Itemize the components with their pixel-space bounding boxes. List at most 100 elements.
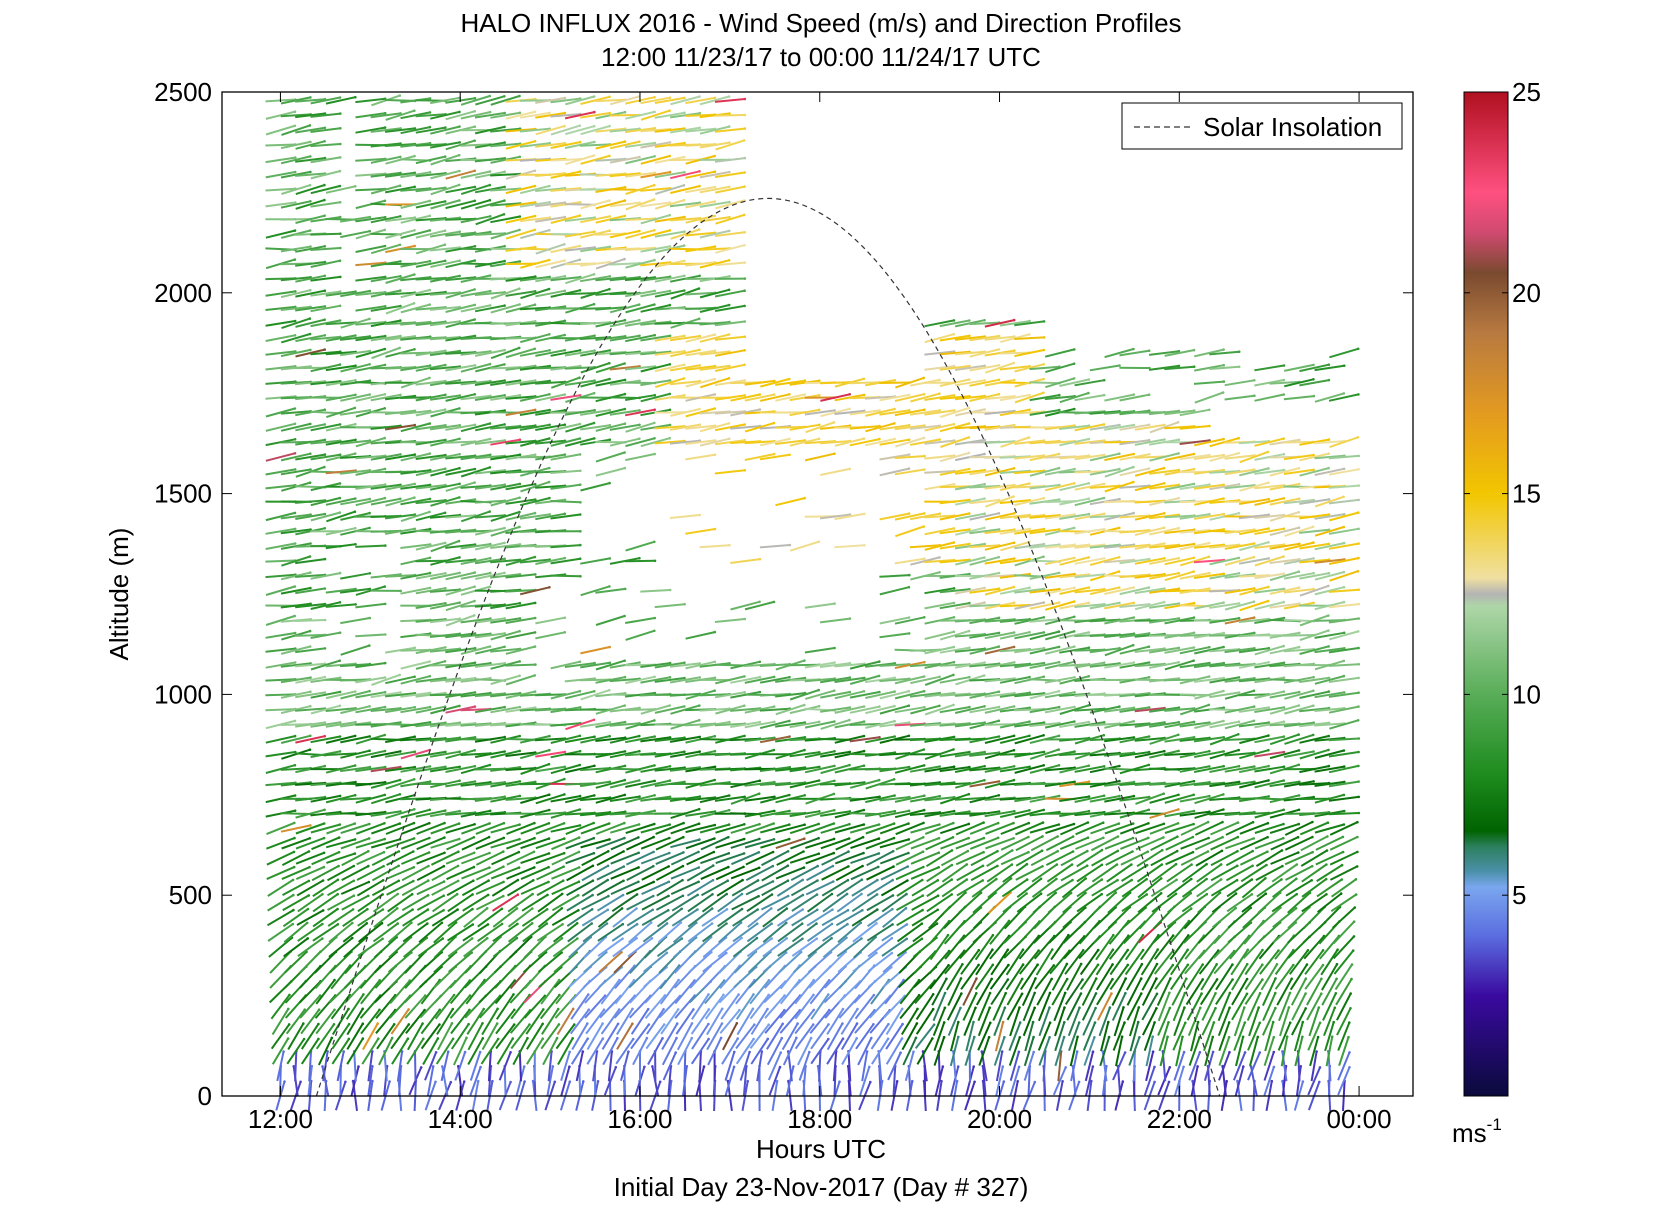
wind-barb-tip	[428, 556, 432, 560]
wind-barb-tip	[399, 274, 402, 278]
wind-barb	[357, 908, 384, 927]
wind-barb-tip	[743, 394, 746, 397]
wind-barb-tip	[473, 823, 476, 826]
wind-barb	[445, 303, 476, 313]
wind-barb	[404, 950, 427, 974]
wind-barb	[565, 303, 595, 314]
wind-barb	[415, 229, 446, 239]
wind-barb-tip	[321, 879, 325, 882]
wind-barb-tip	[698, 274, 701, 278]
wind-barb-tip	[428, 422, 432, 425]
wind-barb-tip	[722, 993, 725, 997]
wind-barb	[445, 481, 475, 492]
wind-barb-tip	[713, 393, 717, 396]
wind-barb-tip	[698, 676, 701, 679]
wind-barb-tip	[711, 864, 715, 867]
wind-barb-tip	[713, 765, 717, 769]
wind-barb-tip	[738, 1008, 741, 1012]
wind-barb-tip	[365, 922, 369, 925]
wind-barb	[432, 893, 458, 913]
wind-barb-tip	[353, 406, 357, 410]
wind-barb	[490, 394, 521, 401]
wind-barb	[661, 1037, 678, 1066]
wind-barb	[460, 557, 491, 565]
wind-barb-tip	[578, 734, 582, 738]
wind-barb-tip	[623, 793, 627, 797]
wind-barb	[564, 409, 595, 416]
wind-barb	[415, 705, 446, 714]
wind-barb	[460, 170, 491, 179]
wind-barb-tip	[413, 127, 417, 130]
wind-barb-tip	[545, 922, 549, 925]
wind-barb	[474, 379, 505, 386]
wind-barb	[356, 879, 384, 897]
wind-barb	[398, 1066, 402, 1097]
wind-barb-tip	[908, 573, 911, 577]
wind-barb	[490, 780, 521, 788]
wind-barb	[911, 894, 939, 911]
wind-barb	[914, 1024, 935, 1050]
wind-barb	[474, 439, 505, 445]
wind-barb	[474, 304, 505, 313]
wind-barb	[310, 750, 341, 759]
wind-barb-tip	[778, 1065, 782, 1069]
wind-barb	[580, 557, 610, 565]
wind-barb-tip	[668, 436, 671, 440]
wind-barb-tip	[383, 793, 387, 797]
wind-barb	[775, 837, 805, 850]
wind-barb-tip	[713, 676, 717, 680]
wind-barb	[460, 617, 491, 624]
wind-barb	[370, 393, 401, 402]
wind-barb	[440, 1051, 450, 1082]
wind-barb	[445, 380, 476, 385]
wind-barb	[821, 865, 849, 881]
wind-barb	[535, 187, 566, 192]
wind-barb-tip	[578, 513, 582, 516]
wind-barb-tip	[383, 305, 387, 308]
wind-barb-tip	[742, 852, 746, 855]
wind-barb-tip	[489, 661, 492, 665]
wind-barb-tip	[923, 557, 926, 561]
wind-barb	[265, 794, 296, 804]
wind-barb-tip	[428, 691, 432, 695]
wind-barb	[731, 879, 759, 897]
wind-barb	[700, 866, 729, 881]
wind-barb	[766, 1037, 783, 1066]
wind-barb	[433, 921, 457, 944]
wind-barb-tip	[458, 556, 461, 559]
wind-barb-tip	[323, 289, 327, 293]
wind-barb-tip	[832, 851, 836, 855]
wind-barb-tip	[623, 587, 627, 591]
wind-barb	[564, 764, 595, 774]
wind-barb-tip	[922, 748, 926, 751]
wind-barb-tip	[772, 822, 775, 825]
wind-barb	[446, 836, 475, 851]
wind-barb-tip	[323, 140, 326, 143]
wind-barb-tip	[683, 155, 686, 159]
wind-barb-tip	[292, 1065, 296, 1068]
wind-barb-tip	[812, 1008, 816, 1012]
wind-barb	[834, 823, 865, 834]
wind-barb	[401, 879, 429, 897]
wind-barb-tip	[847, 850, 850, 853]
wind-barb	[295, 837, 325, 850]
wind-barb-tip	[427, 851, 431, 854]
wind-barb-tip	[631, 1007, 634, 1011]
wind-barb	[565, 852, 595, 865]
wind-barb-tip	[713, 154, 716, 158]
wind-barb-tip	[423, 1008, 426, 1012]
wind-barb	[775, 497, 805, 507]
wind-barb-tip	[847, 865, 850, 868]
wind-barb	[389, 979, 411, 1005]
wind-barb	[730, 866, 760, 880]
wind-barb	[550, 544, 581, 549]
wind-barb	[340, 512, 370, 521]
wind-barb-tip	[323, 112, 327, 115]
wind-barb	[505, 796, 536, 801]
wind-barb-tip	[489, 676, 492, 680]
wind-barb	[434, 994, 455, 1020]
wind-barb-tip	[562, 822, 566, 825]
wind-barb	[537, 951, 563, 973]
wind-barb-tip	[653, 719, 656, 722]
wind-barb-tip	[743, 438, 746, 442]
